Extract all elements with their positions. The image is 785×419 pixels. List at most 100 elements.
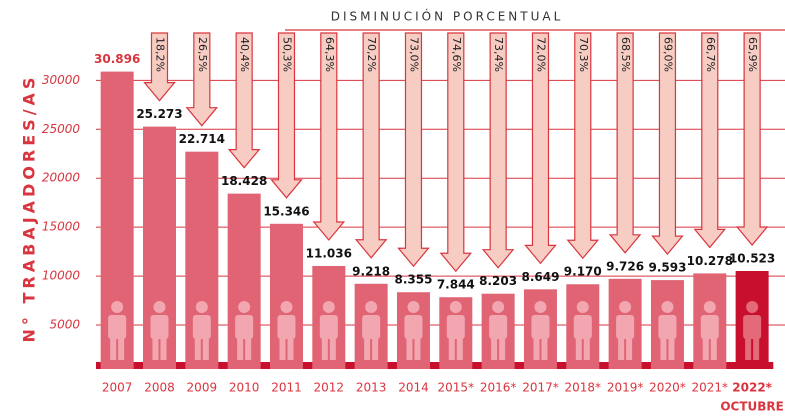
percent-arrow [693, 32, 727, 249]
person-icon [449, 301, 462, 313]
person-icon [660, 336, 667, 360]
person-icon [616, 315, 635, 339]
person-icon [575, 336, 582, 360]
percent-arrow [608, 32, 642, 254]
percent-label: 73,0% [407, 37, 420, 72]
person-icon [245, 336, 252, 360]
value-label: 9.726 [606, 259, 644, 273]
person-icon [573, 315, 592, 339]
y-tick-label: 5000 [49, 318, 80, 332]
person-icon [329, 336, 336, 360]
x-tick-label: 2011 [271, 381, 302, 395]
percent-label: 50,3% [280, 37, 293, 72]
person-icon [576, 301, 589, 313]
value-label: 8.203 [479, 274, 517, 288]
person-icon [365, 301, 378, 313]
person-icon [753, 336, 760, 360]
value-label: 30.896 [94, 52, 140, 66]
x-tick-label: 2009 [187, 381, 218, 395]
percent-label: 72,0% [534, 37, 547, 72]
percent-arrow [481, 32, 515, 269]
x-tick-label: 2007 [102, 381, 133, 395]
person-icon [446, 315, 465, 339]
person-icon [287, 336, 294, 360]
person-icon [448, 336, 455, 360]
person-icon [195, 301, 208, 313]
person-icon [118, 336, 125, 360]
percent-label: 68,5% [619, 37, 632, 72]
value-label: 7.844 [437, 278, 475, 292]
person-icon [492, 301, 505, 313]
percent-arrow [185, 32, 219, 127]
person-icon [238, 301, 251, 313]
person-icon [192, 315, 211, 339]
percent-label: 70,3% [577, 37, 590, 72]
percent-title: DISMINUCIÓN PORCENTUAL [331, 9, 564, 24]
person-icon [194, 336, 201, 360]
percent-arrow [397, 32, 430, 268]
percent-arrow [524, 32, 557, 265]
person-icon [150, 315, 169, 339]
x-tick-label: 2017* [522, 381, 559, 395]
person-icon [372, 336, 379, 360]
person-icon [583, 336, 590, 360]
person-icon [703, 301, 716, 313]
percent-arrow [312, 32, 346, 241]
x-tick-label: 2014 [398, 381, 429, 395]
person-icon [746, 301, 759, 313]
value-label: 25.273 [136, 107, 182, 121]
value-label: 18.428 [221, 174, 267, 188]
x-tick-label: 2015* [438, 381, 475, 395]
person-icon [237, 336, 244, 360]
value-label: 11.036 [306, 246, 352, 260]
y-tick-label: 10000 [42, 269, 81, 283]
person-icon [499, 336, 506, 360]
percent-label: 69,0% [661, 37, 674, 72]
person-icon [534, 301, 547, 313]
value-label: 10.278 [687, 254, 733, 268]
bar [227, 193, 261, 369]
value-label: 9.218 [352, 264, 390, 278]
x-tick-label: 2021* [692, 381, 729, 395]
value-label: 15.346 [263, 204, 309, 218]
person-icon [407, 301, 420, 313]
percent-arrow [143, 32, 176, 102]
person-icon [108, 315, 127, 339]
person-icon [661, 301, 674, 313]
person-icon [202, 336, 209, 360]
person-icon [160, 336, 167, 360]
percent-label: 73,4% [492, 37, 505, 72]
x-tick-label: 2013 [356, 381, 387, 395]
value-label: 8.649 [521, 270, 559, 284]
x-tick-label: 2019* [607, 381, 644, 395]
person-icon [710, 336, 717, 360]
y-tick-label: 20000 [42, 171, 81, 185]
person-icon [414, 336, 421, 360]
person-icon [319, 315, 338, 339]
person-icon [702, 336, 709, 360]
person-icon [658, 315, 677, 339]
person-icon [280, 301, 293, 313]
person-icon [152, 336, 159, 360]
x-tick-label: 2022* [732, 381, 772, 395]
person-icon [406, 336, 413, 360]
person-icon [531, 315, 550, 339]
person-icon [745, 336, 752, 360]
percent-label: 18,2% [153, 37, 166, 72]
percent-arrow [439, 32, 473, 273]
value-label: 9.593 [648, 261, 686, 275]
y-tick-label: 30000 [42, 73, 81, 87]
person-icon [491, 336, 498, 360]
person-icon [404, 315, 423, 339]
person-icon [153, 301, 166, 313]
person-icon [456, 336, 463, 360]
person-icon [111, 301, 124, 313]
person-icon [489, 315, 508, 339]
x-tick-label: 2012 [314, 381, 345, 395]
percent-label: 64,3% [323, 37, 336, 72]
person-icon [700, 315, 719, 339]
person-icon [322, 301, 335, 313]
baseline [96, 362, 774, 369]
percent-label: 74,6% [450, 37, 463, 72]
person-icon [668, 336, 675, 360]
